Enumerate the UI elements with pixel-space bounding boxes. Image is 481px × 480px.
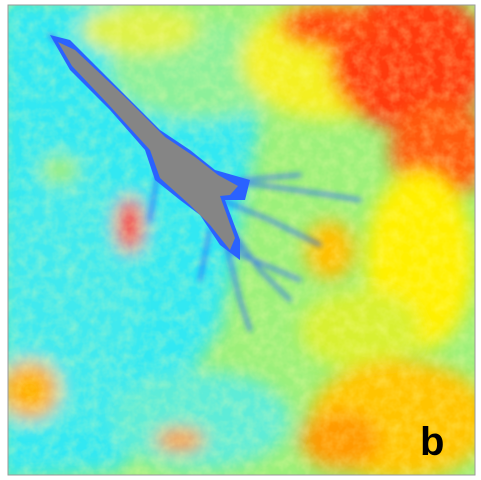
panel-label: b	[420, 420, 444, 464]
map-figure: b	[0, 0, 481, 480]
raster	[0, 0, 481, 480]
